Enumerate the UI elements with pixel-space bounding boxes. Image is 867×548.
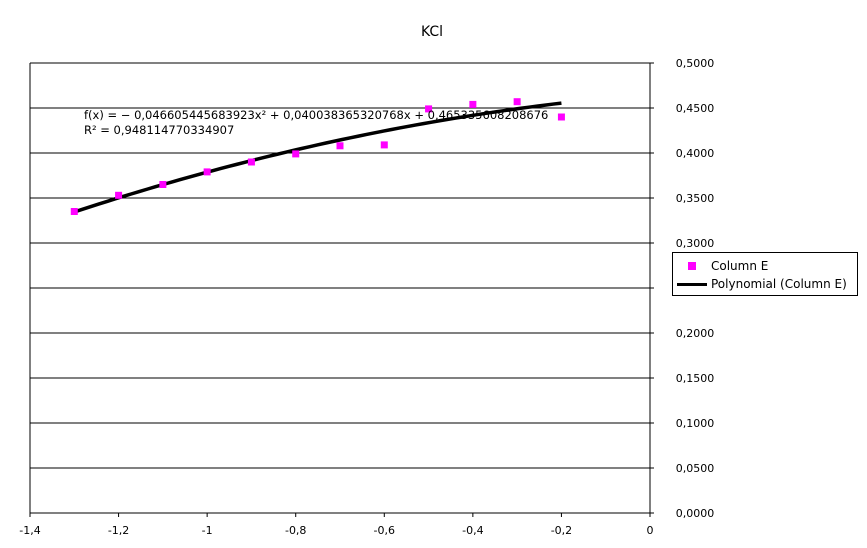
y-tick-label: 0,1500 [676, 372, 715, 385]
y-tick-label: 0,1000 [676, 417, 715, 430]
chart-title: KCl [421, 24, 443, 40]
legend-label: Polynomial (Column E) [711, 277, 847, 291]
data-point [115, 191, 123, 199]
data-point [557, 113, 565, 121]
y-tick-label: 0,0500 [676, 462, 715, 475]
legend-label: Column E [711, 259, 769, 273]
x-tick-label: -1,2 [108, 524, 129, 537]
x-tick-label: 0 [647, 524, 654, 537]
trendline [73, 101, 562, 214]
data-point [292, 150, 300, 158]
x-tick-label: -1 [202, 524, 213, 537]
y-tick-label: 0,5000 [676, 57, 715, 70]
x-tick-label: -0,8 [285, 524, 306, 537]
legend: Column E Polynomial (Column E) [672, 252, 858, 296]
data-point [159, 181, 167, 188]
legend-marker-square [688, 262, 696, 270]
y-tick-label: 0,3500 [676, 192, 715, 205]
x-axis-ticks: -1,4 -1,2 -1 -0,8 -0,6 -0,4 -0,2 0 [19, 513, 654, 537]
trendline-path [73, 101, 562, 214]
y-tick-label: 0,3000 [676, 237, 715, 250]
data-point [336, 142, 344, 150]
legend-marker-line [677, 283, 707, 286]
x-tick-label: -0,2 [551, 524, 572, 537]
data-point [247, 158, 255, 166]
x-tick-label: -0,6 [374, 524, 395, 537]
y-tick-label: 0,4000 [676, 147, 715, 160]
grid-lines [30, 62, 650, 514]
data-point [469, 100, 477, 108]
legend-item-polynomial: Polynomial (Column E) [673, 275, 857, 293]
data-point [380, 141, 388, 149]
y-tick-label: 0,2000 [676, 327, 715, 340]
data-point [425, 105, 433, 113]
x-tick-label: -1,4 [19, 524, 40, 537]
data-point [70, 208, 78, 215]
data-points [70, 98, 565, 215]
y-tick-label: 0,0000 [676, 507, 715, 520]
legend-item-column-e: Column E [673, 257, 857, 275]
r-squared-label: R² = 0,948114770334907 [84, 123, 234, 137]
x-tick-label: -0,4 [462, 524, 483, 537]
data-point [203, 168, 211, 176]
trendline-equation: f(x) = − 0,046605445683923x² + 0,0400383… [84, 108, 548, 122]
data-point [513, 98, 521, 106]
y-tick-label: 0,4500 [676, 102, 715, 115]
y-axis-ticks: 0,00000,05000,10000,15000,20000,25000,30… [650, 57, 714, 520]
